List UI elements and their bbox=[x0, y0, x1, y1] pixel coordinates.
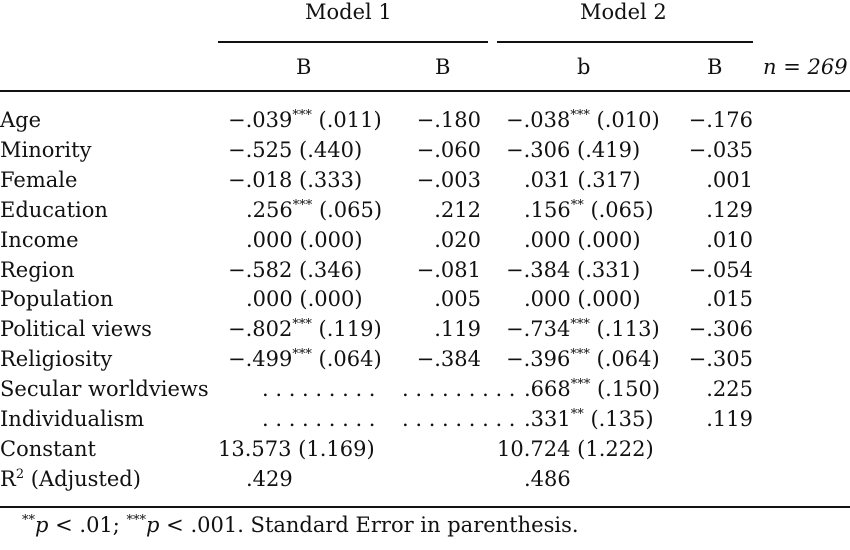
model2-b-cell: −.734*** (.113) bbox=[506, 317, 660, 341]
model2-b-cell: 10.724 (1.222) bbox=[497, 437, 654, 461]
row-label: Religiosity bbox=[0, 347, 113, 371]
model1-b-cell: .000 (.000) bbox=[246, 228, 363, 252]
model2-beta-cell: .225 bbox=[706, 377, 753, 401]
row-label: Constant bbox=[0, 437, 96, 461]
model2-b-cell: −.396*** (.064) bbox=[506, 347, 660, 371]
model2-b-cell: .156** (.065) bbox=[524, 198, 654, 222]
row-label: Minority bbox=[0, 138, 92, 162]
model1-b-cell: −.582 (.346) bbox=[228, 258, 363, 282]
model1-beta-cell: . . . . . . . . . bbox=[402, 377, 516, 401]
row-label: Age bbox=[0, 108, 42, 132]
model1-beta-cell: −.180 bbox=[416, 108, 481, 132]
row-label: Region bbox=[0, 258, 75, 282]
model2-b-cell: .000 (.000) bbox=[524, 287, 641, 311]
model1-beta-cell: .020 bbox=[434, 228, 481, 252]
model1-b-cell: . . . . . . . . . bbox=[262, 377, 376, 401]
row-label: Individualism bbox=[0, 407, 145, 431]
row-label: Income bbox=[0, 228, 79, 252]
table-bottom-rule bbox=[0, 506, 850, 508]
table-footnote: **p < .01; ***p < .001. Standard Error i… bbox=[22, 513, 579, 537]
model2-beta-cell: .001 bbox=[706, 168, 753, 192]
header-bottom-rule bbox=[0, 90, 850, 92]
model2-beta-cell: −.054 bbox=[688, 258, 753, 282]
model1-b-cell: −.499*** (.064) bbox=[228, 347, 382, 371]
model2-b-cell: .486 bbox=[524, 467, 571, 491]
model1-b-cell: .429 bbox=[246, 467, 293, 491]
model1-beta-cell: −.081 bbox=[416, 258, 481, 282]
model2-beta-cell: −.305 bbox=[688, 347, 753, 371]
model1-beta-cell: −.060 bbox=[416, 138, 481, 162]
model2-beta-cell: .015 bbox=[706, 287, 753, 311]
model1-beta-cell: .212 bbox=[434, 198, 481, 222]
model2-beta-cell: .119 bbox=[706, 407, 753, 431]
model1-b-cell: −.018 (.333) bbox=[228, 168, 363, 192]
model1-b-cell: .000 (.000) bbox=[246, 287, 363, 311]
model2-b-cell: .668*** (.150) bbox=[524, 377, 661, 401]
model2-b-cell: −.384 (.331) bbox=[506, 258, 641, 282]
row-label: Female bbox=[0, 168, 78, 192]
model2-b-cell: .331** (.135) bbox=[524, 407, 654, 431]
model2-beta-cell: −.306 bbox=[688, 317, 753, 341]
row-label: Secular worldviews bbox=[0, 377, 209, 401]
model2-b-cell: .000 (.000) bbox=[524, 228, 641, 252]
subheader-model2-beta: B bbox=[707, 55, 723, 79]
row-label: Political views bbox=[0, 317, 152, 341]
row-label: Education bbox=[0, 198, 108, 222]
subheader-model1-beta: B bbox=[435, 55, 451, 79]
model-2-underline bbox=[497, 41, 753, 43]
model1-beta-cell: −.384 bbox=[416, 347, 481, 371]
model2-beta-cell: −.176 bbox=[688, 108, 753, 132]
row-label: Population bbox=[0, 287, 114, 311]
model-1-header: Model 1 bbox=[305, 0, 392, 24]
model2-b-cell: −.038*** (.010) bbox=[506, 108, 660, 132]
model1-beta-cell: . . . . . . . . . bbox=[402, 407, 516, 431]
model1-beta-cell: .119 bbox=[434, 317, 481, 341]
model1-b-cell: . . . . . . . . . bbox=[262, 407, 376, 431]
subheader-model1-b: B bbox=[296, 55, 312, 79]
model1-b-cell: .256*** (.065) bbox=[246, 198, 383, 222]
model1-b-cell: −.802*** (.119) bbox=[228, 317, 382, 341]
model2-beta-cell: .010 bbox=[706, 228, 753, 252]
model1-b-cell: −.039*** (.011) bbox=[228, 108, 382, 132]
model1-b-cell: −.525 (.440) bbox=[228, 138, 363, 162]
model2-beta-cell: −.035 bbox=[688, 138, 753, 162]
model2-beta-cell: .129 bbox=[706, 198, 753, 222]
sample-size-label: n = 269 bbox=[763, 55, 848, 79]
model-1-underline bbox=[218, 41, 488, 43]
model2-b-cell: −.306 (.419) bbox=[506, 138, 641, 162]
model-2-header: Model 2 bbox=[580, 0, 667, 24]
row-label: R2 (Adjusted) bbox=[0, 467, 141, 491]
model1-beta-cell: −.003 bbox=[416, 168, 481, 192]
model1-b-cell: 13.573 (1.169) bbox=[218, 437, 375, 461]
model1-beta-cell: .005 bbox=[434, 287, 481, 311]
model2-b-cell: .031 (.317) bbox=[524, 168, 641, 192]
subheader-model2-b: b bbox=[577, 55, 591, 79]
